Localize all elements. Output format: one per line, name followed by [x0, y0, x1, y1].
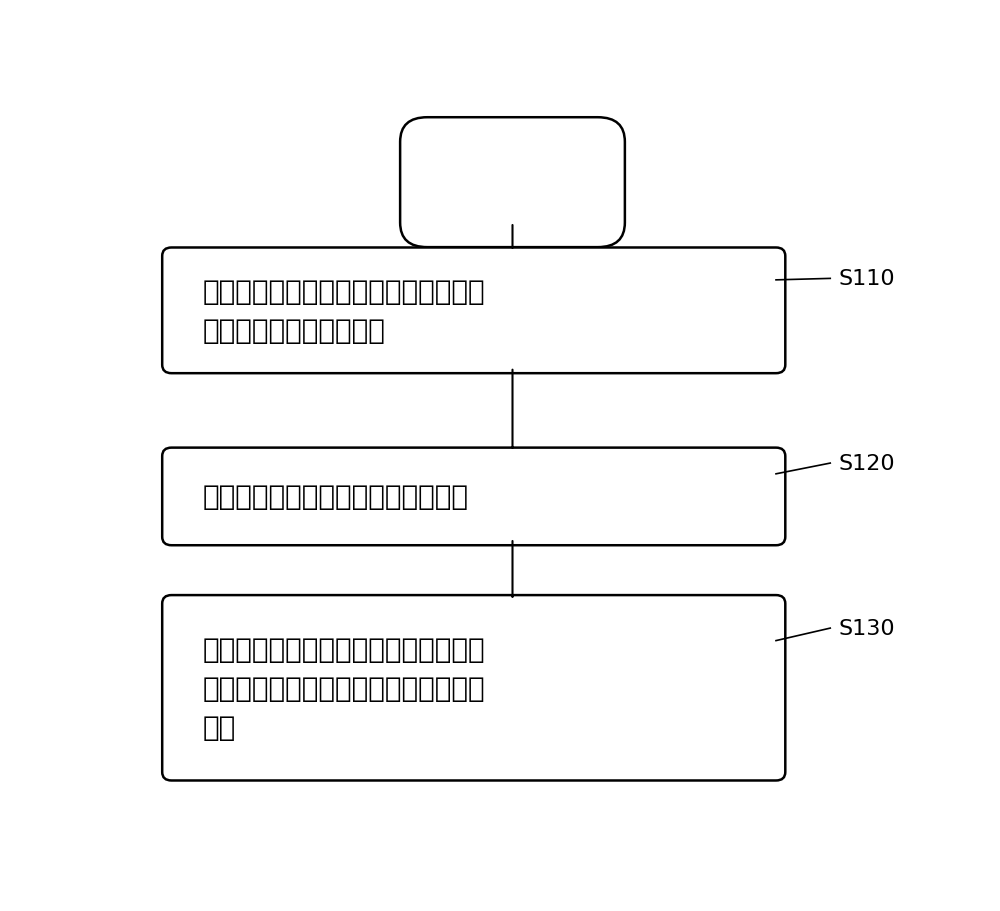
Text: 将入射角度范围等分为多个角度部分: 将入射角度范围等分为多个角度部分 — [202, 483, 468, 511]
Text: S120: S120 — [838, 454, 895, 474]
Text: S130: S130 — [838, 619, 895, 639]
FancyBboxPatch shape — [162, 248, 785, 374]
Text: 将所述晶体阵列的各晶体条基于入射面
连续等分为多个入射部分: 将所述晶体阵列的各晶体条基于入射面 连续等分为多个入射部分 — [202, 278, 485, 344]
Text: S110: S110 — [838, 269, 895, 289]
Text: 对各个入射部分及各个角度部分，利用
模拟软件进行光子入射模拟，得到响应
占比: 对各个入射部分及各个角度部分，利用 模拟软件进行光子入射模拟，得到响应 占比 — [202, 635, 485, 741]
FancyBboxPatch shape — [400, 118, 625, 248]
FancyBboxPatch shape — [162, 448, 785, 546]
FancyBboxPatch shape — [162, 596, 785, 781]
